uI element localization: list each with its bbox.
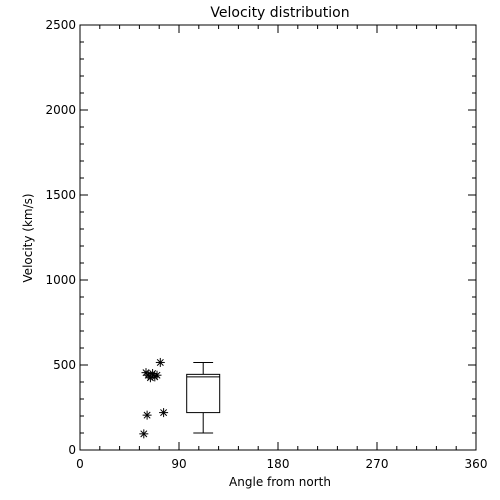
x-tick-label: 90 xyxy=(171,457,186,471)
y-tick-label: 2000 xyxy=(45,103,76,117)
plot-frame xyxy=(79,24,477,451)
chart-title: Velocity distribution xyxy=(210,5,349,21)
data-point xyxy=(152,370,162,380)
x-tick-label: 0 xyxy=(76,457,84,471)
x-axis-label: Angle from north xyxy=(229,475,331,489)
plot-area: 0 90 180 270 360 0 500 1000 1500 2000 2500 xyxy=(45,18,487,471)
x-tick-label: 360 xyxy=(465,457,488,471)
x-tick-label: 270 xyxy=(366,457,389,471)
y-axis-label: Velocity (km/s) xyxy=(21,193,35,282)
x-tick-label: 180 xyxy=(267,457,290,471)
y-tick-label: 2500 xyxy=(45,18,76,32)
data-point xyxy=(139,429,149,439)
data-point xyxy=(155,357,165,367)
y-tick-label: 1000 xyxy=(45,273,76,287)
y-tick-label: 500 xyxy=(53,358,76,372)
data-point xyxy=(159,408,169,418)
boxplot-box xyxy=(186,373,221,414)
y-tick-label: 1500 xyxy=(45,188,76,202)
data-point xyxy=(142,410,152,420)
y-tick-label: 0 xyxy=(68,443,76,457)
